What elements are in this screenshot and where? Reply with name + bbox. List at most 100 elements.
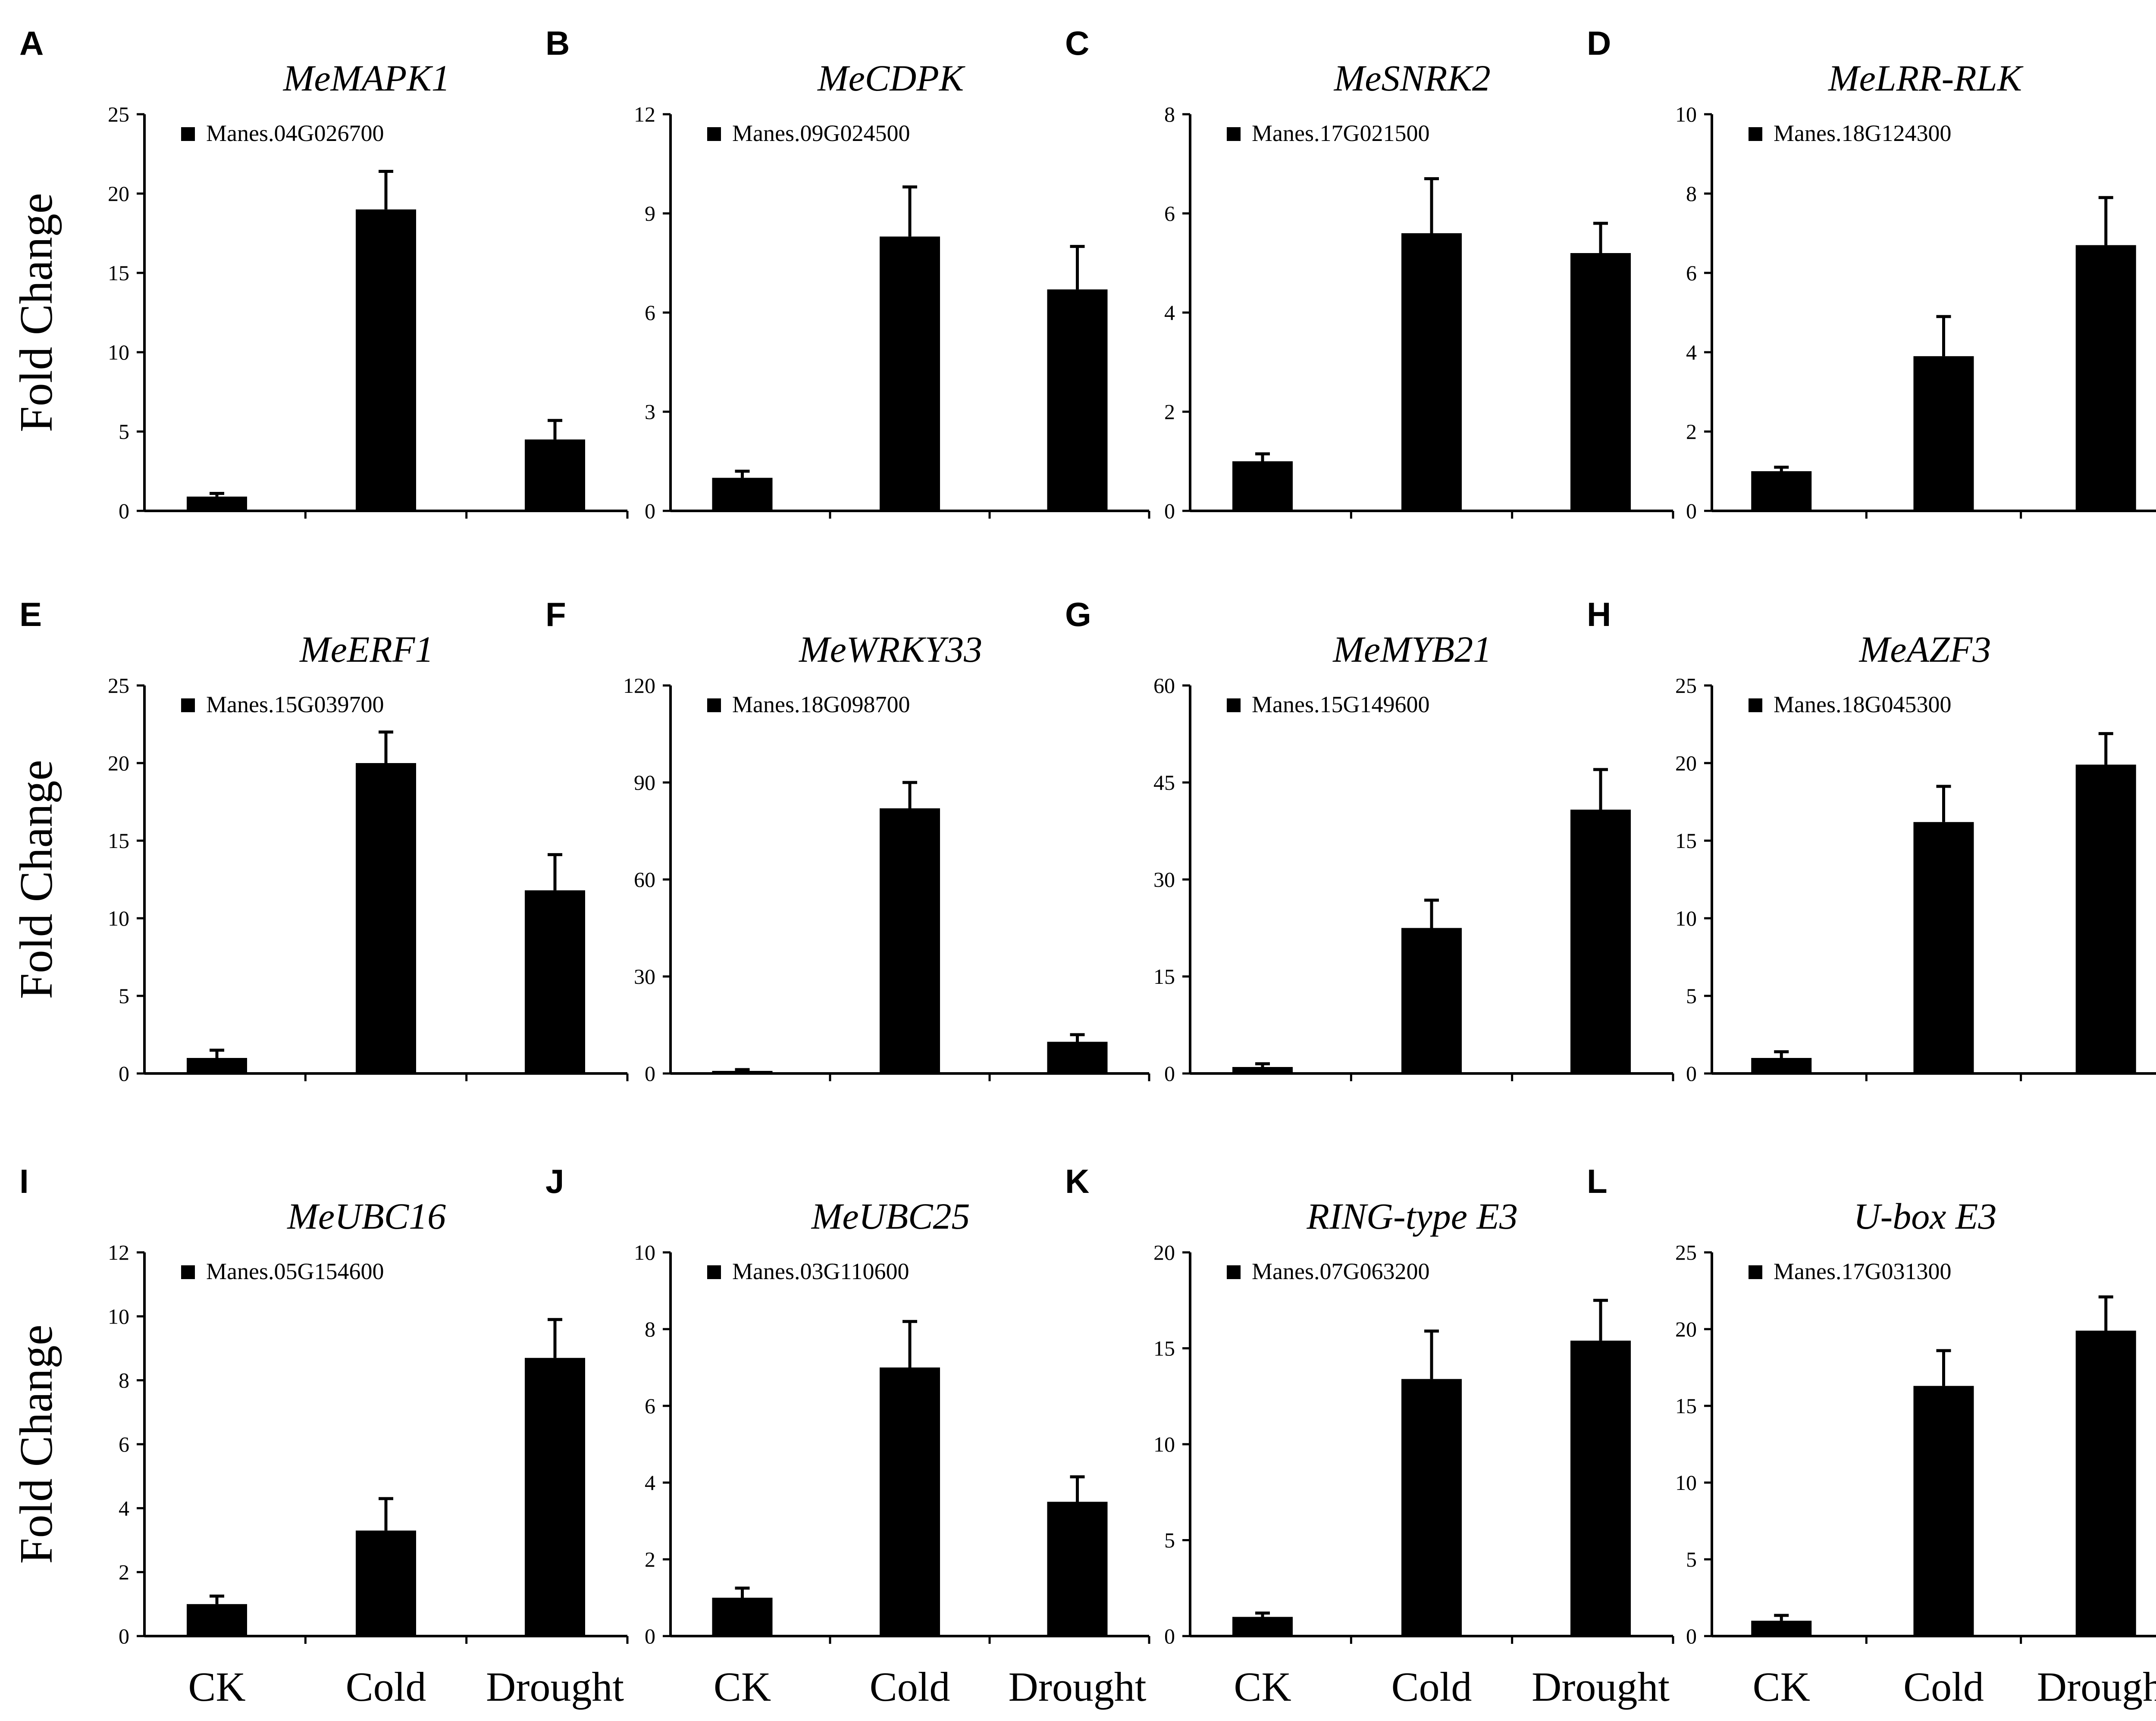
- gene-title: MeAZF3: [1858, 629, 1991, 670]
- y-tick-label: 60: [1153, 673, 1175, 698]
- y-tick-label: 4: [1164, 300, 1175, 325]
- y-tick-label: 20: [108, 751, 129, 775]
- legend-marker: [707, 127, 721, 141]
- panel-F: F MeWRKY33 0 30 60 90 120 Manes.18G098700: [545, 595, 1150, 1086]
- gene-title: U-box E3: [1854, 1195, 1997, 1237]
- panel-letter: D: [1587, 24, 1611, 62]
- y-tick-label: 0: [645, 1624, 655, 1648]
- y-tick-label: 3: [645, 400, 655, 424]
- x-category-label: Cold: [346, 1664, 426, 1710]
- panel-C: C MeSNRK2 0 2 4 6 8 Manes.17G021500: [1065, 24, 1674, 523]
- x-category-label: CK: [714, 1664, 771, 1710]
- y-tick-label: 6: [119, 1432, 129, 1456]
- gene-title: MeUBC25: [811, 1195, 970, 1237]
- y-tick-label: 60: [634, 867, 655, 892]
- legend-marker: [1227, 698, 1241, 712]
- bar-drought: [525, 890, 585, 1073]
- y-tick-label: 10: [1675, 906, 1697, 930]
- x-category-label: Drought: [486, 1664, 624, 1710]
- legend-label: Manes.18G045300: [1774, 692, 1951, 717]
- legend-label: Manes.15G039700: [206, 692, 384, 717]
- bar-drought: [1570, 810, 1631, 1073]
- y-tick-label: 6: [1686, 261, 1697, 285]
- bar-drought: [1570, 1340, 1631, 1636]
- x-category-label: CK: [188, 1664, 245, 1710]
- y-tick-label: 0: [119, 1061, 129, 1086]
- bar-drought: [525, 439, 585, 511]
- bar-drought: [1047, 1502, 1108, 1636]
- y-tick-label: 4: [645, 1471, 655, 1495]
- x-category-label: Drought: [1009, 1664, 1147, 1710]
- y-tick-label: 20: [108, 181, 129, 206]
- bar-ck: [1232, 461, 1293, 511]
- legend-marker: [707, 1265, 721, 1279]
- bar-ck: [1751, 471, 1812, 511]
- y-tick-label: 12: [108, 1240, 129, 1264]
- bar-drought: [1047, 289, 1108, 511]
- legend-label: Manes.04G026700: [206, 120, 384, 146]
- y-tick-label: 25: [1675, 1240, 1697, 1264]
- y-tick-label: 0: [119, 499, 129, 523]
- y-tick-label: 5: [119, 419, 129, 444]
- gene-title: MeCDPK: [817, 57, 966, 99]
- legend-label: Manes.17G031300: [1774, 1258, 1951, 1284]
- panel-letter: C: [1065, 24, 1089, 62]
- bar-ck: [712, 478, 773, 511]
- panel-L: L U-box E3 0 5 10 15 20 25 Manes.17G031300 CK Cold…: [1587, 1162, 2156, 1710]
- bar-cold: [880, 808, 940, 1073]
- y-tick-label: 15: [1153, 1336, 1175, 1361]
- y-tick-label: 4: [1686, 340, 1697, 364]
- bar-ck: [1751, 1058, 1812, 1073]
- bar-drought: [1047, 1042, 1108, 1073]
- y-tick-label: 10: [108, 340, 129, 364]
- y-tick-label: 30: [1153, 867, 1175, 892]
- gene-title: RING-type E3: [1306, 1195, 1518, 1237]
- y-tick-label: 2: [119, 1560, 129, 1584]
- y-tick-label: 15: [108, 829, 129, 853]
- x-category-label: Drought: [1532, 1664, 1670, 1710]
- x-category-label: Drought: [2037, 1664, 2156, 1710]
- y-axis-title: Fold Change: [11, 760, 62, 999]
- gene-title: MeERF1: [299, 629, 433, 670]
- panel-E: E MeERF1 0 5 10 15 20 25 Manes.15G039700 Fold Cha…: [11, 595, 629, 1086]
- bar-cold: [356, 1530, 416, 1636]
- panel-letter: E: [19, 595, 42, 633]
- y-tick-label: 6: [645, 1394, 655, 1418]
- panel-K: K RING-type E3 0 5 10 15 20 Manes.07G063200 CK Co…: [1065, 1162, 1674, 1710]
- panel-letter: F: [545, 595, 566, 633]
- y-tick-label: 5: [1164, 1528, 1175, 1552]
- y-tick-label: 2: [645, 1547, 655, 1571]
- y-tick-label: 8: [119, 1368, 129, 1392]
- y-tick-label: 2: [1164, 400, 1175, 424]
- legend-marker: [181, 127, 195, 141]
- y-tick-label: 0: [119, 1624, 129, 1648]
- bar-drought: [525, 1358, 585, 1636]
- y-tick-label: 20: [1675, 751, 1697, 775]
- legend-marker: [1749, 698, 1762, 712]
- y-tick-label: 9: [645, 201, 655, 225]
- y-tick-label: 0: [1686, 1061, 1697, 1086]
- y-tick-label: 10: [1675, 102, 1697, 126]
- legend-label: Manes.07G063200: [1252, 1258, 1429, 1284]
- bar-cold: [356, 763, 416, 1073]
- y-tick-label: 0: [1686, 499, 1697, 523]
- y-tick-label: 0: [1164, 1061, 1175, 1086]
- y-tick-label: 20: [1675, 1317, 1697, 1341]
- gene-title: MeMYB21: [1332, 629, 1492, 670]
- bar-ck: [187, 1058, 247, 1073]
- gene-title: MeSNRK2: [1333, 57, 1491, 99]
- y-tick-label: 15: [1675, 829, 1697, 853]
- bar-cold: [880, 236, 940, 511]
- bar-ck: [1751, 1621, 1812, 1636]
- legend-marker: [181, 698, 195, 712]
- y-tick-label: 20: [1153, 1240, 1175, 1264]
- bar-cold: [1913, 356, 1974, 511]
- bar-cold: [356, 209, 416, 511]
- y-tick-label: 45: [1153, 770, 1175, 795]
- gene-title: MeUBC16: [286, 1195, 446, 1237]
- panel-letter: J: [545, 1162, 564, 1200]
- y-tick-label: 10: [108, 1304, 129, 1328]
- y-tick-label: 25: [108, 673, 129, 698]
- y-tick-label: 5: [1686, 1547, 1697, 1571]
- y-tick-label: 8: [1686, 181, 1697, 206]
